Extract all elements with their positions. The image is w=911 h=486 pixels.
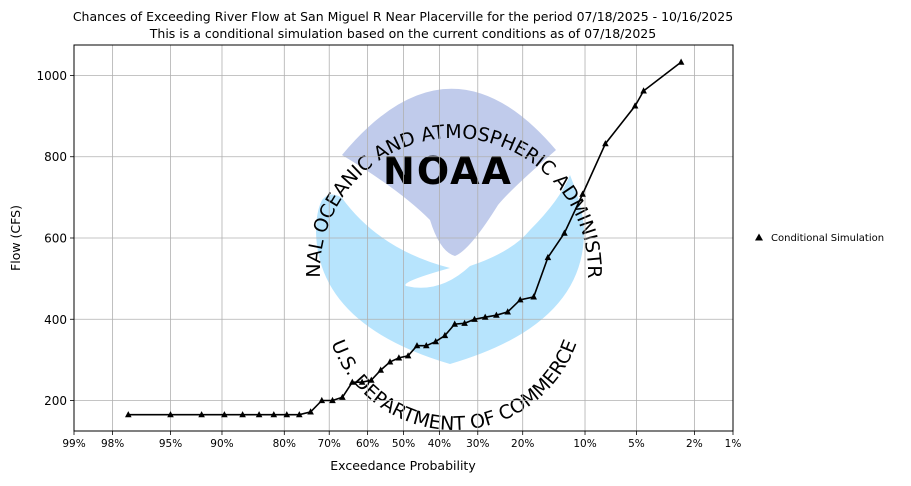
data-point-marker bbox=[561, 229, 568, 236]
series-layer bbox=[125, 58, 685, 418]
data-point-marker bbox=[395, 354, 403, 361]
data-point-marker bbox=[368, 376, 375, 383]
x-tick-label: 95% bbox=[159, 438, 182, 450]
y-tick-label: 200 bbox=[44, 394, 67, 408]
x-tick-label: 80% bbox=[273, 438, 296, 450]
y-tick-label: 800 bbox=[44, 150, 67, 164]
data-point-marker bbox=[530, 293, 537, 300]
data-point-marker bbox=[423, 342, 430, 349]
noaa-logo-upper-shape bbox=[342, 88, 556, 256]
data-point-marker bbox=[358, 378, 366, 385]
y-axis: 200 400 600 800 1000 bbox=[36, 69, 74, 408]
x-tick-label: 70% bbox=[318, 438, 341, 450]
noaa-logo-watermark: NOAA NATIONAL OCEANIC AND ATMOSPHERIC AD… bbox=[0, 0, 605, 435]
y-axis-label: Flow (CFS) bbox=[8, 205, 23, 271]
data-point-marker bbox=[307, 408, 314, 415]
x-axis-label: Exceedance Probability bbox=[330, 458, 476, 473]
data-point-marker bbox=[677, 58, 685, 65]
data-point-marker bbox=[339, 393, 346, 400]
data-point-marker bbox=[544, 253, 552, 261]
data-point-marker bbox=[461, 319, 468, 326]
data-point-marker bbox=[404, 352, 412, 359]
x-tick-label: 98% bbox=[101, 438, 124, 450]
data-point-marker bbox=[481, 313, 489, 320]
chart-title: Chances of Exceeding River Flow at San M… bbox=[73, 9, 733, 24]
data-point-marker bbox=[413, 342, 421, 349]
data-point-marker bbox=[441, 331, 449, 339]
data-point-marker bbox=[640, 87, 647, 94]
data-point-marker bbox=[221, 411, 228, 418]
y-tick-label: 400 bbox=[44, 313, 67, 327]
x-tick-label: 20% bbox=[511, 438, 534, 450]
data-point-marker bbox=[283, 411, 291, 418]
data-point-marker bbox=[318, 396, 326, 404]
chart-subtitle: This is a conditional simulation based o… bbox=[149, 26, 656, 41]
grid-lines bbox=[73, 45, 734, 431]
data-point-marker bbox=[451, 320, 458, 327]
data-point-marker bbox=[270, 411, 278, 418]
data-point-marker bbox=[329, 396, 336, 404]
x-tick-label: 30% bbox=[466, 438, 489, 450]
data-point-marker bbox=[504, 308, 511, 315]
noaa-logo-lower-shape bbox=[316, 175, 584, 364]
legend-marker-triangle bbox=[755, 233, 763, 241]
y-tick-label: 1000 bbox=[36, 69, 67, 83]
data-point-marker bbox=[377, 366, 384, 373]
x-axis: 99% 98% 95% 90% 80% 70% 60% 50% 40% 30% 20% 10% 5% 2%… bbox=[62, 431, 741, 450]
data-point-marker bbox=[386, 358, 394, 365]
y-tick-label: 600 bbox=[44, 232, 67, 246]
data-point-marker bbox=[432, 338, 439, 345]
data-point-marker bbox=[349, 378, 356, 385]
x-tick-label: 10% bbox=[573, 438, 596, 450]
data-point-marker bbox=[516, 296, 524, 303]
x-tick-label: 50% bbox=[392, 438, 415, 450]
data-point-marker bbox=[579, 190, 586, 197]
legend-label: Conditional Simulation bbox=[771, 233, 884, 244]
data-point-marker bbox=[239, 411, 246, 418]
x-tick-label: 1% bbox=[725, 438, 742, 450]
data-point-marker bbox=[125, 411, 132, 418]
chart-legend: Conditional Simulation bbox=[755, 233, 884, 244]
data-point-marker bbox=[167, 411, 174, 418]
data-point-marker bbox=[296, 411, 303, 418]
data-point-marker bbox=[602, 140, 609, 147]
data-point-marker bbox=[255, 411, 263, 418]
x-tick-label: 40% bbox=[428, 438, 451, 450]
x-tick-label: 2% bbox=[686, 438, 703, 450]
noaa-logo-lettering: NOAA bbox=[383, 149, 513, 193]
x-tick-label: 90% bbox=[210, 438, 233, 450]
data-point-marker bbox=[198, 411, 205, 418]
x-tick-label: 60% bbox=[356, 438, 379, 450]
data-point-marker bbox=[493, 311, 500, 318]
noaa-logo-ring-top: NATIONAL OCEANIC AND ATMOSPHERIC ADMINIS… bbox=[0, 0, 605, 278]
x-tick-label: 5% bbox=[628, 438, 645, 450]
x-tick-label: 99% bbox=[62, 438, 85, 450]
data-point-marker bbox=[471, 315, 478, 322]
data-point-marker bbox=[631, 102, 639, 109]
